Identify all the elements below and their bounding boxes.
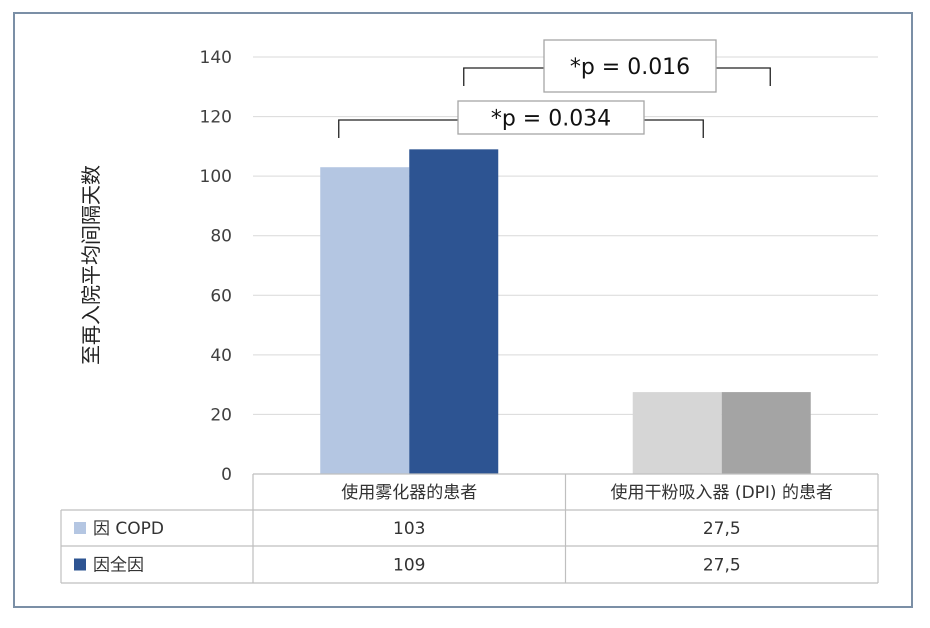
- x-category-label: 使用干粉吸入器 (DPI) 的患者: [611, 482, 833, 503]
- data-value-label: 109: [393, 556, 425, 576]
- y-tick-label: 40: [210, 346, 232, 366]
- p-value-box: [457, 100, 645, 135]
- p-value-box: [543, 39, 717, 93]
- legend-swatch: [74, 558, 86, 571]
- y-tick-label: 100: [200, 167, 232, 187]
- legend-label: 因全因: [93, 556, 144, 576]
- y-tick-label: 0: [221, 465, 232, 485]
- data-value-label: 27,5: [703, 519, 741, 539]
- y-tick-label: 60: [210, 286, 232, 306]
- legend-swatch: [74, 522, 86, 534]
- bar: [320, 167, 410, 474]
- y-axis-title: 至再入院平均间隔天数: [79, 165, 103, 365]
- data-value-label: 103: [393, 519, 425, 539]
- bar: [632, 392, 722, 474]
- legend-label: 因 COPD: [93, 519, 164, 539]
- bar: [409, 149, 499, 475]
- bar: [721, 392, 811, 474]
- y-tick-label: 80: [210, 227, 232, 247]
- data-value-label: 27,5: [703, 556, 741, 576]
- y-tick-label: 140: [200, 48, 232, 68]
- y-tick-label: 20: [210, 405, 232, 425]
- x-category-label: 使用雾化器的患者: [341, 482, 477, 503]
- y-tick-label: 120: [200, 108, 232, 128]
- p-value-label: *p = 0.016: [570, 55, 690, 80]
- p-value-label: *p = 0.034: [491, 107, 611, 132]
